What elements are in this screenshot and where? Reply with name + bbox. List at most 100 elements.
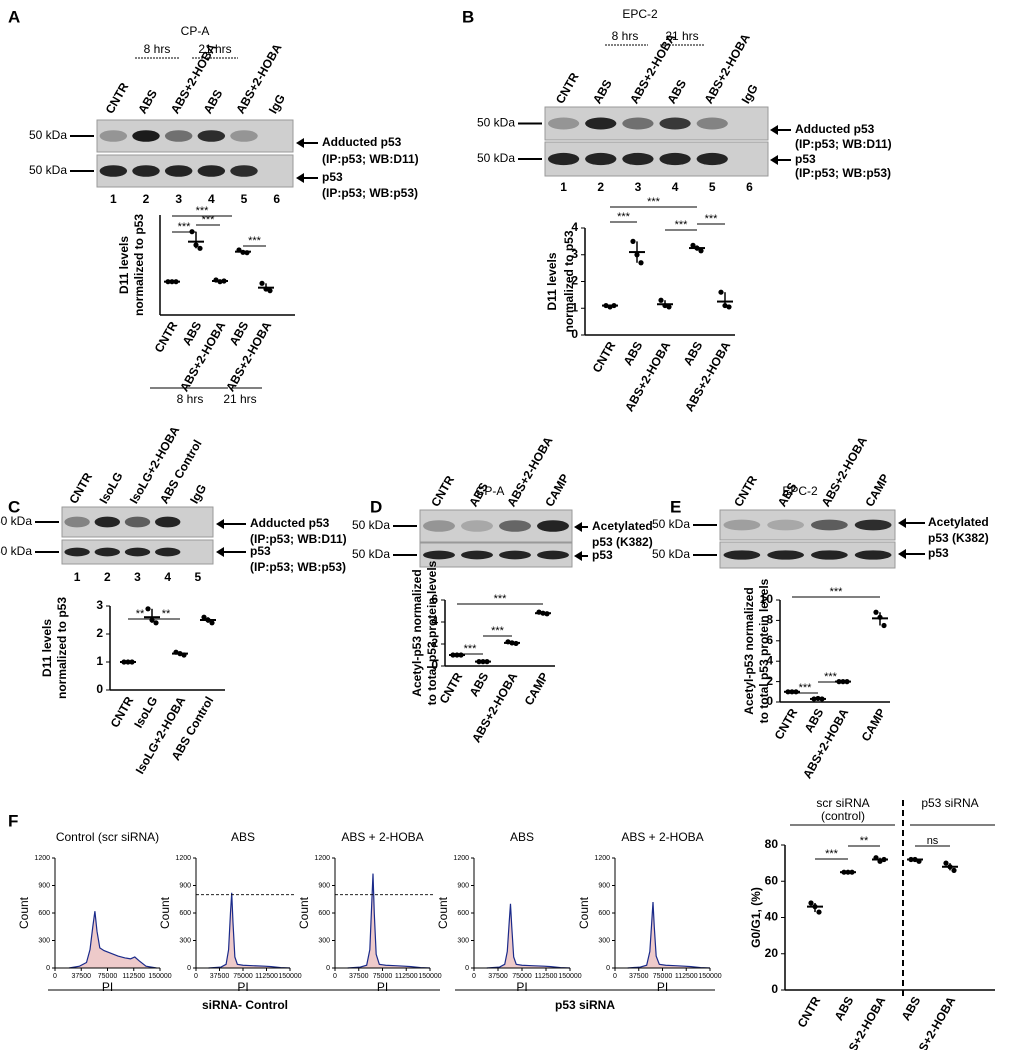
kda-marker: 50 kDa [652,547,690,561]
kda-marker: 50 kDa [477,151,515,165]
histogram-area [486,903,570,968]
histogram-line [68,911,157,969]
x-tick-label: 75000 [512,973,532,980]
significance: *** [464,643,478,655]
data-point [480,659,486,665]
data-point [153,620,159,626]
data-point [722,302,728,309]
y-tick-label: 2 [571,274,578,288]
y-tick-label: 10 [760,592,774,606]
data-point [666,304,672,310]
significance: ns [927,835,939,847]
band-label: Adducted p53 [322,135,402,149]
blot-band [230,130,258,142]
blot-title: CP-A [181,24,210,38]
blot-band [132,130,160,142]
lane-label: ABS [135,87,160,116]
significance: *** [248,235,262,247]
data-point [209,620,215,626]
y-tick-label: 900 [318,882,330,889]
data-point [812,904,818,910]
significance: ** [136,608,145,620]
data-point [259,280,265,286]
x-tick-label: 150000 [418,973,441,980]
band-label: (IP:p53; WB:p53) [250,560,346,574]
x-tick-label: IsoLG [131,694,160,730]
x-tick-label: 37500 [488,973,508,980]
y-axis-label: Count [577,896,591,929]
significance: ** [860,835,869,847]
blot-strip [544,106,769,141]
significance: *** [491,625,505,637]
data-point [509,640,515,646]
group-label: 21 hrs [223,392,256,406]
blot-band [537,550,569,560]
x-tick-label: 112500 [535,973,558,980]
blot-band [585,152,617,166]
lane-number: 5 [241,192,248,206]
data-point [177,651,183,657]
band-label: (IP:p53; WB:p53) [795,166,891,180]
lane-label: IgG [739,82,761,106]
blot-strip [96,154,294,188]
chart-title: ABS [510,830,534,844]
lane-number: 2 [597,180,604,194]
x-tick-label: 0 [472,973,476,980]
group-label: scr siRNA [816,796,869,810]
y-axis-label: D11 levels [117,236,131,294]
data-point [603,302,609,309]
x-tick-label: CNTR [152,319,181,355]
data-point [951,867,957,873]
y-tick-label: 600 [457,910,469,917]
kda-marker: 50 kDa [29,128,67,142]
lane-label: CNTR [731,473,760,509]
lane-number: 4 [208,192,215,206]
lane-label: CAMP [542,471,572,509]
blot-band [124,516,151,528]
x-axis-label: PI [237,980,248,994]
lane-label: ABS [664,77,689,106]
arrow-head [296,138,304,148]
data-point [726,304,732,310]
x-tick-label: 75000 [233,973,253,980]
blot-band [811,519,848,531]
y-tick-label: 1 [571,300,578,314]
data-point [201,614,207,620]
data-point [908,856,914,863]
histogram-line [627,901,711,969]
x-tick-label: ABS [467,670,492,699]
data-point [881,856,887,863]
lane-number: 3 [175,192,182,206]
blot-band [461,550,493,560]
arrow-head [296,173,304,183]
blot-band [854,519,892,531]
y-tick-label: 3 [571,247,578,261]
blot-band [94,516,120,528]
blot-band [811,550,848,560]
y-tick-label: 0 [771,982,778,996]
lane-number: 6 [273,192,280,206]
lane-label: CNTR [553,70,582,106]
data-point [193,242,199,248]
panel-letter: A [8,7,20,26]
lane-number: 1 [110,192,117,206]
data-point [244,250,250,256]
band-label: Acetylated [928,515,989,529]
y-tick-label: 0 [96,682,103,696]
arrow-head [770,125,778,135]
y-tick-label: 600 [38,910,50,917]
significance: *** [617,211,631,223]
x-tick-label: ABS [621,339,646,368]
histogram-area [627,902,710,968]
y-tick-label: 1200 [34,855,50,862]
data-point [785,689,791,695]
panel-letter: F [8,811,18,830]
x-tick-label: ABS [802,706,827,735]
blot-band [461,520,493,532]
y-tick-label: 0 [326,965,330,972]
y-axis-label: D11 levels [40,619,54,677]
significance: *** [202,214,216,226]
kda-marker: 50 kDa [652,517,690,531]
panel-letter: C [8,497,20,516]
